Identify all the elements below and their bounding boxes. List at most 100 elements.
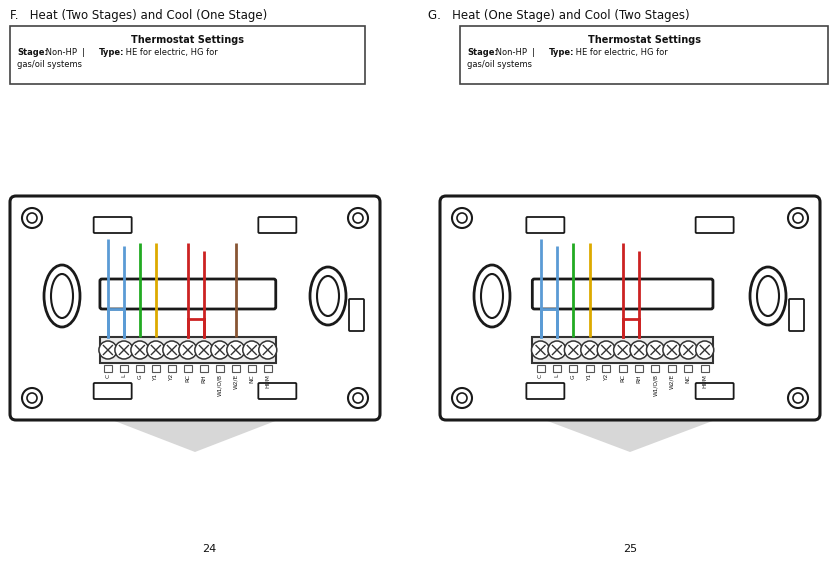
Text: NC: NC [685,374,691,383]
Bar [199,365,208,372]
Text: HUM: HUM [266,374,271,388]
Text: Y1: Y1 [587,374,592,381]
Text: gas/oil systems: gas/oil systems [17,60,82,69]
Circle shape [788,388,808,408]
Bar [618,365,627,372]
FancyBboxPatch shape [460,26,828,84]
Text: Y1: Y1 [153,374,158,381]
Bar [216,365,224,372]
Circle shape [27,393,37,403]
Bar [668,365,676,372]
Bar [685,365,692,372]
FancyBboxPatch shape [349,299,364,331]
Bar [536,365,545,372]
Circle shape [630,341,648,359]
Ellipse shape [51,274,73,318]
Polygon shape [529,414,732,452]
Bar [184,365,192,372]
Circle shape [115,341,133,359]
FancyBboxPatch shape [526,383,564,399]
Text: C: C [538,374,543,378]
Circle shape [27,213,37,223]
Circle shape [452,388,472,408]
FancyBboxPatch shape [258,383,297,399]
Circle shape [243,341,261,359]
Text: 25: 25 [623,544,637,554]
Text: Type:: Type: [549,48,575,57]
Text: Non-HP  |: Non-HP | [43,48,91,57]
FancyBboxPatch shape [526,217,564,233]
Circle shape [22,208,42,228]
Ellipse shape [44,265,80,327]
Circle shape [696,341,714,359]
Text: Stage:: Stage: [17,48,48,57]
Circle shape [147,341,165,359]
Circle shape [457,213,467,223]
Text: HE for electric, HG for: HE for electric, HG for [573,48,668,57]
Circle shape [548,341,566,359]
Circle shape [353,393,363,403]
Text: Type:: Type: [99,48,125,57]
Text: RH: RH [201,374,206,383]
Circle shape [259,341,277,359]
Circle shape [194,341,213,359]
FancyBboxPatch shape [94,383,132,399]
Circle shape [581,341,599,359]
FancyBboxPatch shape [696,217,733,233]
Text: L: L [122,374,127,378]
Text: G: G [137,374,142,379]
Text: HE for electric, HG for: HE for electric, HG for [123,48,218,57]
Bar [248,365,256,372]
FancyBboxPatch shape [696,383,733,399]
FancyBboxPatch shape [532,279,713,309]
Bar [168,365,176,372]
FancyBboxPatch shape [94,217,132,233]
Bar [651,365,660,372]
Ellipse shape [757,276,779,316]
Text: RH: RH [637,374,642,383]
Circle shape [211,341,229,359]
Circle shape [457,393,467,403]
Circle shape [793,393,803,403]
Text: gas/oil systems: gas/oil systems [467,60,532,69]
Circle shape [22,388,42,408]
Bar [586,365,594,372]
Circle shape [227,341,245,359]
Text: F.   Heat (Two Stages) and Cool (One Stage): F. Heat (Two Stages) and Cool (One Stage… [10,9,267,22]
Text: NC: NC [249,374,254,383]
Bar [553,365,561,372]
FancyBboxPatch shape [258,217,297,233]
Circle shape [597,341,615,359]
Bar [603,365,610,372]
Bar [120,365,128,372]
Ellipse shape [474,265,510,327]
Text: Thermostat Settings: Thermostat Settings [131,35,244,45]
Bar [569,365,577,372]
Polygon shape [96,414,293,452]
Text: G: G [571,374,576,379]
Circle shape [646,341,665,359]
Bar [532,337,713,363]
Circle shape [680,341,697,359]
Text: C: C [106,374,111,378]
FancyBboxPatch shape [440,196,820,420]
Circle shape [163,341,181,359]
Bar [152,365,160,372]
Ellipse shape [750,267,786,325]
FancyBboxPatch shape [789,299,804,331]
Text: W1/O/B: W1/O/B [653,374,658,396]
Text: Y2: Y2 [603,374,608,381]
Circle shape [178,341,197,359]
Text: W2/E: W2/E [233,374,238,389]
Text: W2/E: W2/E [670,374,675,389]
Ellipse shape [317,276,339,316]
Ellipse shape [481,274,503,318]
Circle shape [613,341,632,359]
Circle shape [452,208,472,228]
Circle shape [131,341,149,359]
Circle shape [99,341,117,359]
Text: HUM: HUM [702,374,707,388]
Circle shape [353,213,363,223]
Bar [635,365,643,372]
Bar [232,365,240,372]
